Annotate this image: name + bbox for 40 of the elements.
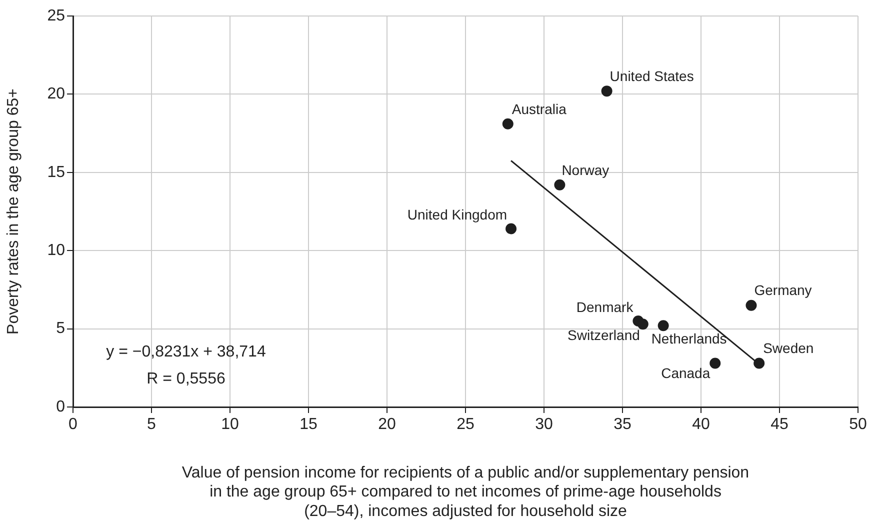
- annotation: y = −0,8231x + 38,714: [106, 343, 266, 360]
- x-axis-title: Value of pension income for recipients of a public and/or supplementary pension in the age group 65+ compared to net incomes of prime-age households (20–54), incomes adjusted for household size: [182, 464, 750, 520]
- point: [710, 358, 721, 369]
- point: [754, 358, 765, 369]
- annotation: Norway: [562, 162, 610, 178]
- point: [658, 320, 669, 332]
- y-tick-label: 10: [47, 242, 66, 260]
- y-tick-label: 5: [56, 320, 66, 338]
- annotation: Australia: [512, 100, 567, 117]
- x-tick-label: 20: [378, 416, 396, 434]
- annotation: Denmark: [576, 298, 634, 315]
- point: [502, 118, 514, 130]
- x-tick-label: 10: [221, 416, 239, 434]
- x-tick-label: 35: [614, 416, 632, 434]
- annotation: Canada: [661, 365, 710, 382]
- y-tick-label: 25: [47, 7, 66, 24]
- annotation: Netherlands: [651, 330, 727, 347]
- point: [637, 318, 648, 330]
- point: [506, 223, 517, 234]
- annotation: Switzerland: [568, 326, 640, 343]
- annotation: Sweden: [763, 340, 814, 356]
- x-tick-label: 15: [300, 416, 318, 434]
- annotation: United Kingdom: [407, 206, 508, 223]
- x-tick-label: 40: [692, 416, 710, 434]
- annotation: Germany: [754, 282, 812, 298]
- x-tick-label: 0: [68, 416, 78, 434]
- point: [746, 300, 757, 311]
- y-tick-label: 20: [47, 86, 66, 103]
- x-tick-label: 45: [770, 416, 788, 434]
- x-tick-label: 50: [849, 416, 867, 434]
- annotation: United States: [610, 68, 694, 84]
- point: [554, 179, 566, 190]
- x-tick-label: 30: [535, 416, 553, 434]
- point: [601, 86, 612, 97]
- y-axis-title: Poverty rates in the age group 65+: [5, 88, 22, 334]
- annotation: R = 0,5556: [146, 370, 226, 388]
- x-tick-label: 5: [147, 416, 156, 434]
- x-tick-label: 25: [456, 416, 474, 434]
- y-tick-label: 0: [56, 398, 66, 416]
- y-tick-label: 15: [47, 164, 66, 181]
